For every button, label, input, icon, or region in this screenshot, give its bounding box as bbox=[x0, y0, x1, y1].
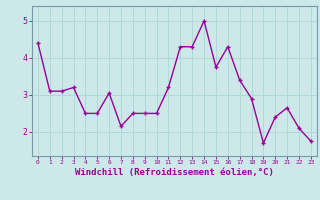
X-axis label: Windchill (Refroidissement éolien,°C): Windchill (Refroidissement éolien,°C) bbox=[75, 168, 274, 177]
